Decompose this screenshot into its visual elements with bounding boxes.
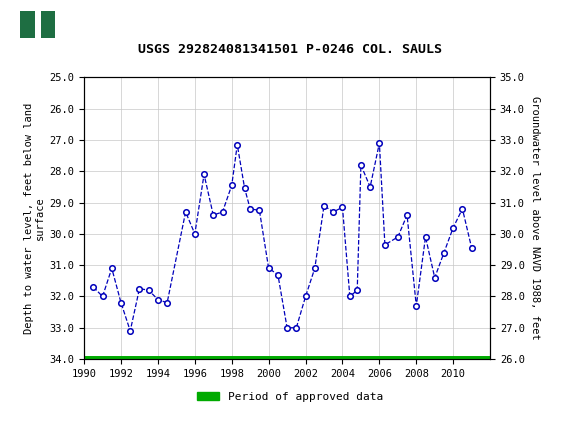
- Bar: [41, 11, 55, 25]
- Bar: [12, 3, 87, 42]
- Text: USGS: USGS: [102, 14, 157, 31]
- Legend: Period of approved data: Period of approved data: [193, 387, 387, 406]
- Y-axis label: Groundwater level above NAVD 1988, feet: Groundwater level above NAVD 1988, feet: [530, 96, 541, 340]
- Bar: [20, 25, 35, 38]
- Y-axis label: Depth to water level, feet below land
surface: Depth to water level, feet below land su…: [24, 103, 45, 334]
- Bar: [20, 11, 35, 25]
- FancyBboxPatch shape: [29, 3, 522, 42]
- Bar: [41, 25, 55, 38]
- Bar: [17, 4, 336, 41]
- Text: USGS 292824081341501 P-0246 COL. SAULS: USGS 292824081341501 P-0246 COL. SAULS: [138, 43, 442, 56]
